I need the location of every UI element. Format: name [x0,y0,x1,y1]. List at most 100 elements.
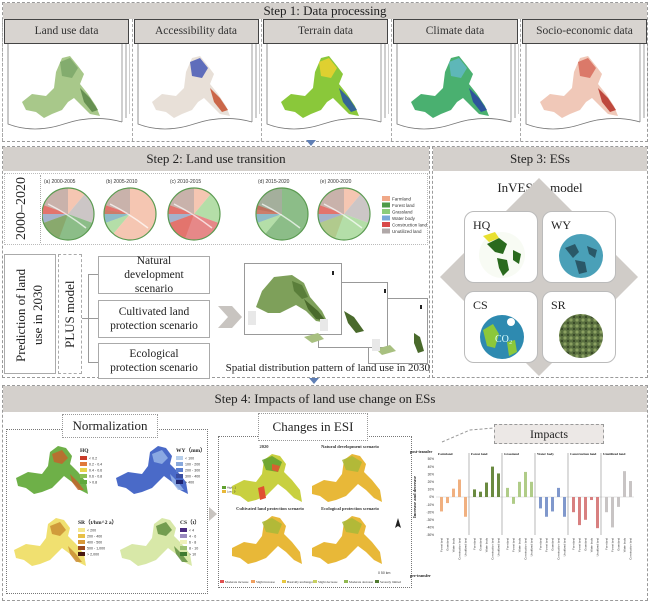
bar [545,497,548,517]
chord-segment [104,214,130,223]
bar [563,497,566,517]
category-label: Unutilized land [464,538,468,557]
normalization-legend-label: > 0.8 [89,481,97,485]
y-tick-label: -50% [427,533,435,537]
chord-segment [105,188,130,214]
data-panel [390,19,520,141]
normalization-legend-swatch [180,552,187,556]
bar [446,497,449,504]
category-label: Water body [485,537,489,552]
data-panel-label: Terrain data [297,25,354,37]
chord-ring [255,187,309,241]
y-tick-label: 0% [429,495,434,499]
chord-diagram-title: (e) 2000-2020 [320,179,352,185]
normalization-legend-swatch [176,462,183,466]
category-label: Grassland [551,538,555,551]
service-code: CS [473,298,488,312]
accessibility-map [137,44,260,130]
chord-segment [194,194,220,223]
step2-title: Step 2: Land use transition [146,151,286,166]
data-panel-label: Accessibility data [154,25,238,37]
esi-legend-swatch [220,580,224,583]
category-label: Forest land [578,538,582,552]
category-label: Grassland [446,538,450,551]
bar [440,497,443,512]
esi-map: Ecological protection scenario [312,506,382,564]
normalization-legend-swatch [180,540,187,544]
normalization-legend-label: 200 - 400 [87,535,102,539]
esi-legend-label: Basically unchanged [287,580,314,584]
normalization-legend-label: 0.6 - 0.8 [89,475,102,479]
bar [512,497,515,504]
chord-diagram-title: (d) 2015-2020 [258,179,290,185]
normalization-legend-label: > 2,000 [87,553,99,557]
normalization-maps: HQ< 0.2 0.2 - 0.4 0.4 - 0.6 0.6 - 0.8 > 0.8 W… [14,446,206,566]
category-label: Construction land [557,538,561,560]
esi-legend-swatch [251,580,255,583]
normalization-legend-label: 8 - 10 [189,547,198,551]
normalization-map: HQ< 0.2 0.2 - 0.4 0.4 - 0.6 0.6 - 0.8 > 0.8 [16,446,102,494]
normalization-title-box: Normalization [62,414,158,438]
category-label: Unutilized land [497,538,501,557]
normalization-legend-swatch [80,462,87,466]
category-label: Forest land [611,538,615,552]
service-code: SR [551,298,566,312]
normalization-legend-swatch [176,474,183,478]
esi-legend-label: Severely limited [380,580,401,584]
normalization-legend-swatch [176,456,183,460]
spatial-caption: Spatial distribution pattern of land use… [225,362,430,374]
bar [506,487,509,497]
esi-2020-legend-label: High : 1 [227,486,236,490]
normalization-legend-swatch [78,546,85,550]
down-arrow-icon [306,140,316,146]
esi-legend-swatch [344,580,348,583]
chord-segment [319,188,344,214]
bar [524,471,527,497]
normalization-legend-title: HQ [80,448,89,454]
step1-title: Step 1: Data processing [263,3,387,18]
bar [596,497,599,529]
group-label: Water body [537,452,554,456]
bar [605,497,608,513]
normalization-legend-label: < 100 [185,457,194,461]
step3-title-bar: Step 3: ESs [433,147,647,171]
chord-ring [42,187,95,241]
category-label: Unutilized land [596,538,600,557]
bar [557,487,560,497]
chord-legend-label: Farmland [392,197,412,202]
normalization-legend-swatch [78,552,85,556]
y-tick-label: 50% [428,457,435,461]
normalization-map: CS（t） < 4 4 - 6 6 - 8 8 - 10 > 10 [120,518,200,566]
y-tick-label: -10% [427,503,435,507]
socio-economic-map [525,44,648,130]
normalization-map: SR（t/hm^2 a） < 200 200 - 400 400 - 500 500 -… [14,518,117,566]
bar [584,497,587,520]
plus-model-box [58,254,82,374]
category-label: Farmland [539,538,543,550]
bar [611,497,614,528]
esi-title-box: Changes in ESI [258,413,368,441]
connector-line [82,318,88,319]
category-label: Farmland [473,538,477,550]
region-shape [281,56,359,118]
bar [551,497,554,512]
esi-map-title: Natural development scenario [321,444,379,449]
group-label: Construction land [570,452,596,456]
category-label: Grassland [479,538,483,551]
chord-legend-label: Grassland [392,210,413,215]
chord-diagrams: (a) 2000-2005 (b) 2005-2010 (c) 2010-2015 (… [42,179,428,241]
chord-diagram: (b) 2005-2010 [103,179,157,241]
chord-ring [317,187,371,241]
data-panel-tab: Climate data [392,19,518,44]
bar [530,481,533,497]
chord-segment [168,214,194,223]
y-tick-label: 30% [428,472,435,476]
connector-line [88,318,98,319]
bar [623,471,626,497]
bar [485,482,488,497]
scenario-natural-development: Natural development scenario [98,255,210,295]
land-use-2030-map [248,271,424,355]
chevron-right-icon [209,507,217,521]
y-tick-label: -40% [427,526,435,530]
normalization-legend-label: < 200 [87,529,96,533]
